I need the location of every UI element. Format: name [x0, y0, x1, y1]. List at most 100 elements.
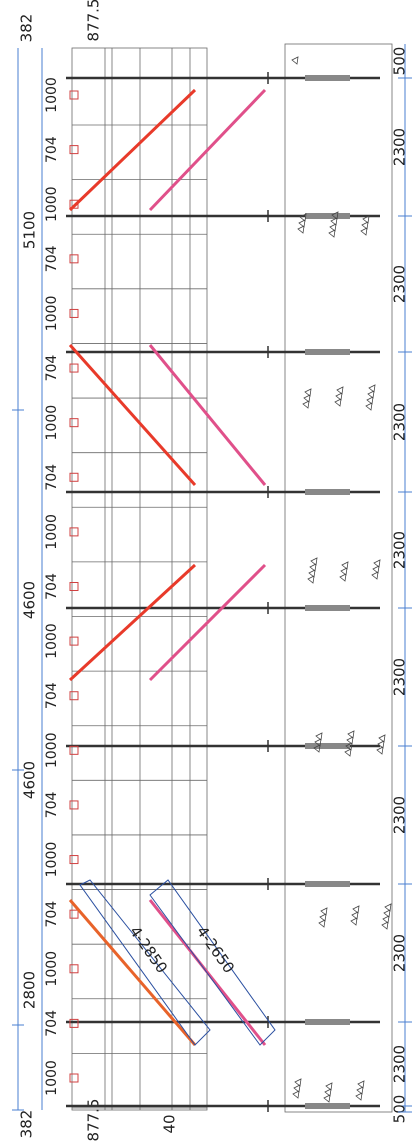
- pile-thread: [305, 605, 350, 611]
- soil-mark: [346, 736, 354, 745]
- soil-mark: [381, 921, 389, 930]
- soil-mark: [309, 563, 317, 572]
- soil-mark: [382, 915, 390, 924]
- soil-mark: [334, 398, 342, 407]
- dim-label: 4600: [21, 761, 39, 799]
- soil-mark: [320, 907, 328, 916]
- soil-mark: [383, 909, 391, 918]
- pile-thread: [305, 489, 350, 495]
- pile-dim: 2300: [391, 531, 409, 569]
- soil-mark: [361, 221, 369, 230]
- soil-mark: [352, 905, 360, 914]
- spacing-label: 1000: [44, 733, 60, 769]
- soil-mark: [355, 1092, 363, 1101]
- anchor-box: [69, 363, 79, 373]
- soil-mark: [297, 225, 305, 234]
- spacing-label: 704: [44, 901, 60, 928]
- soil-mark: [291, 56, 299, 65]
- pile-dim: 2300: [391, 403, 409, 441]
- soil-mark: [302, 400, 310, 409]
- soil-mark: [315, 732, 323, 741]
- soil-mark: [303, 394, 311, 403]
- soil-mark: [356, 1086, 364, 1095]
- dim-label: 40: [161, 1114, 179, 1133]
- soil-mark: [365, 402, 373, 411]
- dim-label: 877.5: [85, 0, 103, 41]
- anchor-box: [69, 636, 79, 646]
- soil-mark: [328, 229, 336, 238]
- pile-dim: 500: [391, 1095, 409, 1124]
- anchor-box: [69, 418, 79, 428]
- pile-thread: [305, 349, 350, 355]
- brace: [68, 563, 197, 682]
- anchor-box: [69, 909, 79, 919]
- dim-label: 382: [18, 14, 36, 43]
- pile-dim: 2300: [391, 796, 409, 834]
- soil-mark: [299, 213, 307, 222]
- brace: [148, 344, 267, 486]
- brace-frame: [79, 879, 211, 1046]
- soil-mark: [318, 919, 326, 928]
- soil-mark: [294, 1078, 302, 1087]
- anchor-box: [69, 855, 79, 865]
- soil-mark: [339, 573, 347, 582]
- anchor-box: [69, 1018, 79, 1028]
- pile-dim: 2300: [391, 658, 409, 696]
- spacing-label: 1000: [44, 77, 60, 113]
- soil-mark: [335, 392, 343, 401]
- anchor-box: [69, 745, 79, 755]
- dim-label: 4600: [21, 581, 39, 619]
- pile-thread: [305, 1019, 350, 1025]
- brace: [68, 899, 197, 1046]
- brace: [68, 344, 197, 486]
- soil-mark: [366, 396, 374, 405]
- soil-block: [284, 43, 393, 1113]
- dim-label: 2800: [21, 971, 39, 1009]
- soil-mark: [351, 911, 359, 920]
- spacing-label: 704: [44, 1010, 60, 1037]
- anchor-box: [69, 90, 79, 100]
- pile-dim: 2300: [391, 265, 409, 303]
- anchor-box: [69, 1073, 79, 1083]
- soil-mark: [357, 1080, 365, 1089]
- brace-frame: [149, 879, 276, 1046]
- anchor-box: [69, 582, 79, 591]
- spacing-label: 704: [44, 136, 60, 163]
- anchor-box: [69, 254, 79, 264]
- soil-mark: [378, 734, 386, 743]
- spacing-label: 704: [44, 682, 60, 709]
- soil-mark: [340, 567, 348, 576]
- brace: [148, 563, 267, 682]
- spacing-label: 704: [44, 464, 60, 491]
- soil-mark: [307, 575, 315, 584]
- spacing-label: 1000: [44, 186, 60, 222]
- soil-mark: [325, 1082, 333, 1091]
- soil-mark: [367, 390, 375, 399]
- soil-mark: [371, 571, 379, 580]
- spacing-label: 1000: [44, 842, 60, 878]
- soil-mark: [329, 223, 337, 232]
- soil-mark: [360, 227, 368, 236]
- spacing-label: 704: [44, 245, 60, 272]
- soil-mark: [362, 215, 370, 224]
- soil-mark: [331, 211, 339, 220]
- brace-label: 4-2850: [126, 923, 171, 977]
- pile-thread: [305, 743, 350, 749]
- dim-label: 877.5: [85, 1099, 103, 1142]
- soil-mark: [341, 561, 349, 570]
- soil-mark: [384, 903, 392, 912]
- soil-mark: [310, 557, 318, 566]
- soil-mark: [330, 217, 338, 226]
- soil-mark: [373, 559, 381, 568]
- spacing-label: 1000: [44, 1060, 60, 1096]
- brace: [148, 899, 267, 1046]
- pile-dim: 500: [391, 47, 409, 76]
- pile-dim: 2300: [391, 128, 409, 166]
- soil-mark: [323, 1094, 331, 1103]
- anchor-box: [69, 691, 79, 701]
- pile-thread: [305, 213, 350, 219]
- soil-mark: [292, 1090, 300, 1099]
- soil-mark: [293, 1084, 301, 1093]
